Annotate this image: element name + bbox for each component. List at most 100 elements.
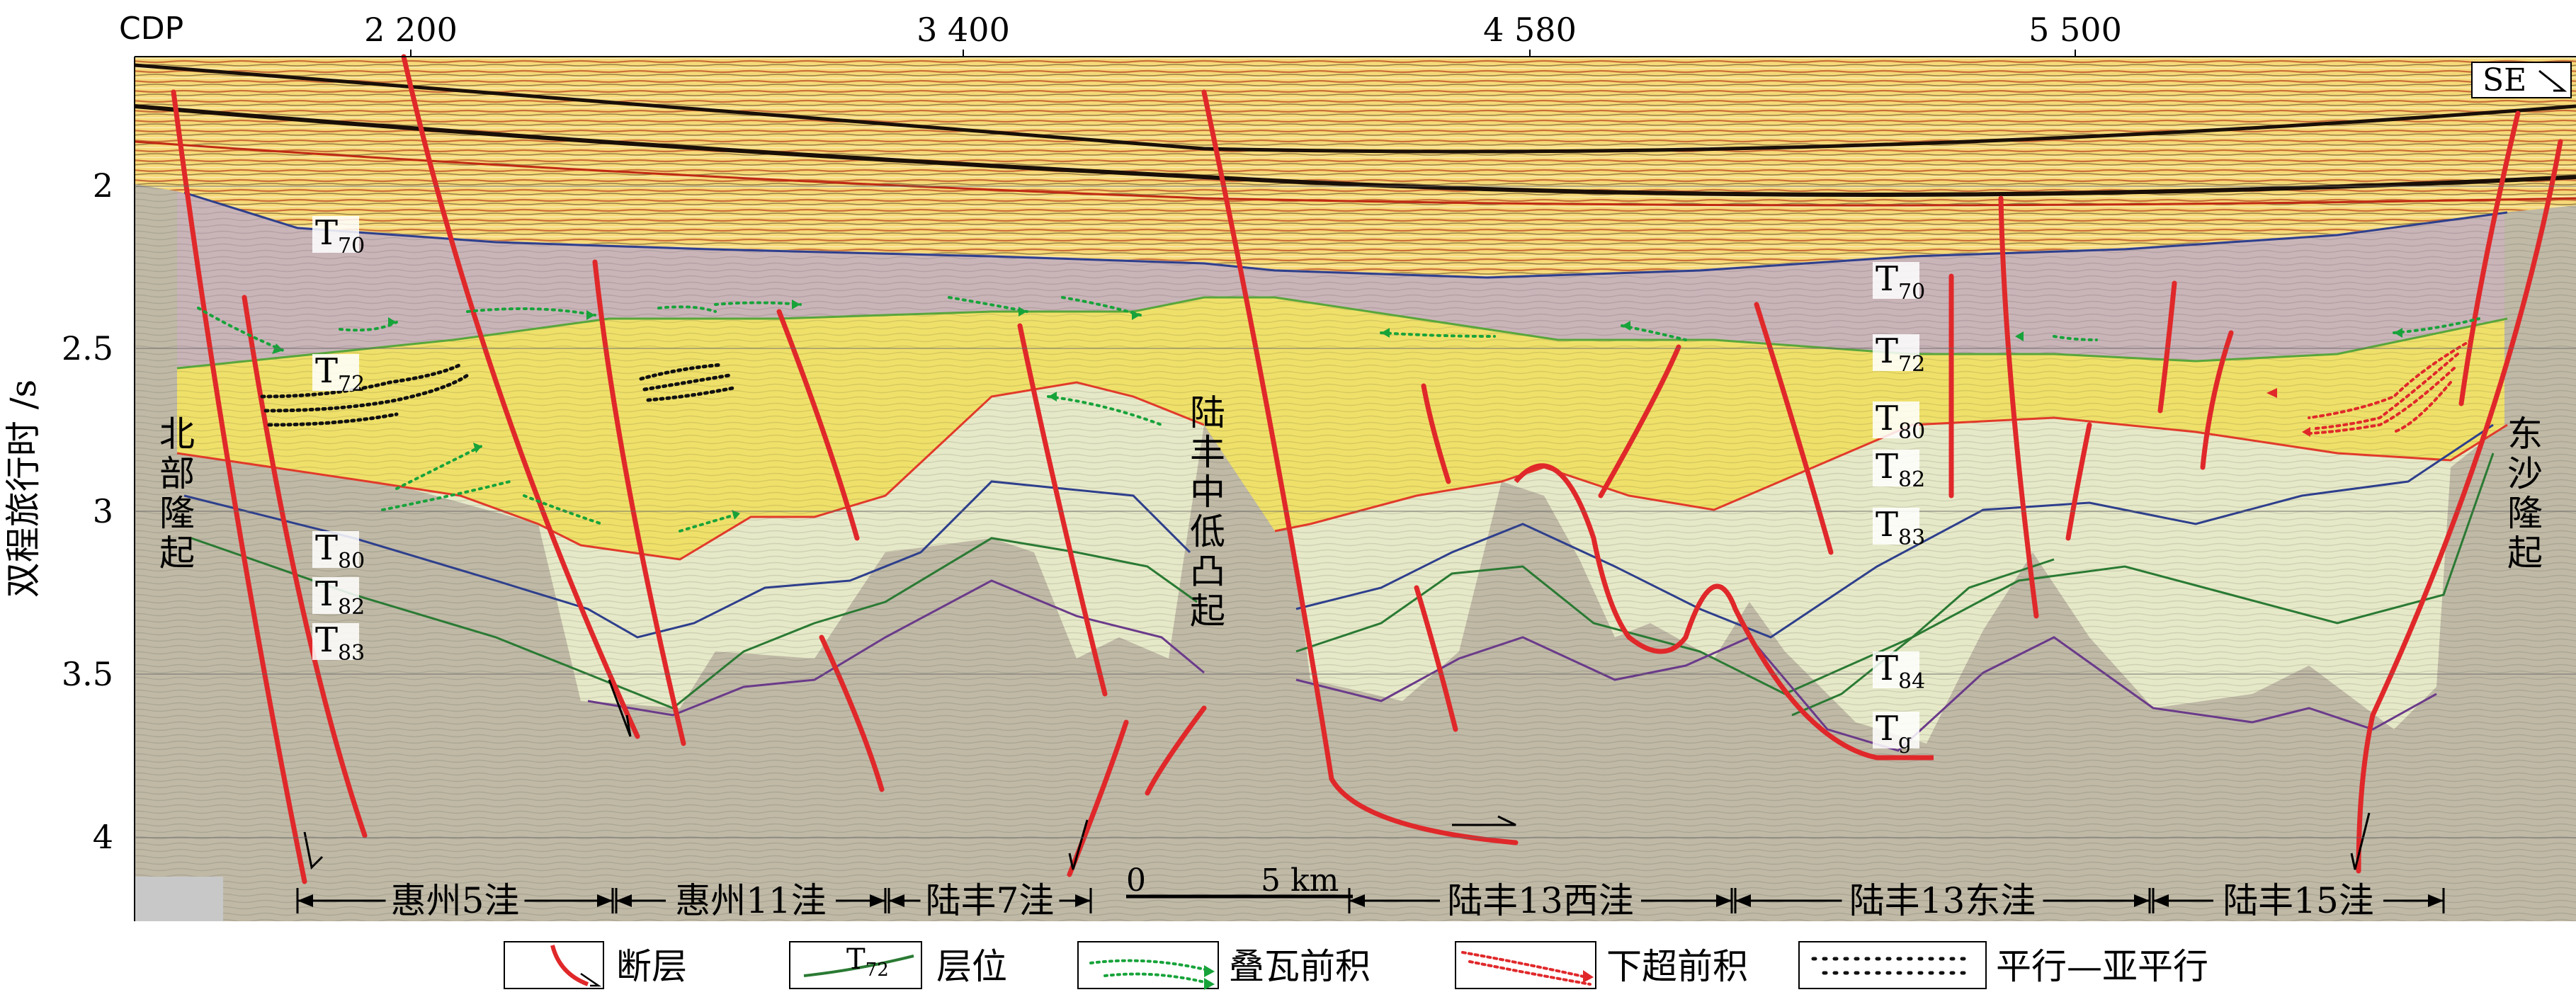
direction-indicator: SE (2471, 62, 2572, 98)
fault (1017, 323, 1108, 697)
downlap-progradation (2393, 381, 2452, 433)
arrowhead-icon (1075, 894, 1091, 907)
horizon-t70 (183, 191, 2508, 279)
fault (819, 634, 885, 792)
sag-label: 惠州5洼 (391, 880, 520, 921)
arrowhead-icon (2302, 427, 2310, 437)
arrowhead-icon (732, 510, 740, 520)
horizon-label-text: T70 (315, 213, 365, 258)
fault-arrow-icon (2350, 812, 2371, 870)
y-axis-title: 双程旅行时 /s (3, 380, 44, 598)
arrowhead-icon (297, 894, 313, 907)
downlap-progradations (2308, 338, 2473, 435)
sag-span: 惠州5洼 (296, 880, 614, 921)
fault-motion-arrows (303, 679, 2371, 870)
horizon-label-right-t82: T82 (1873, 447, 1925, 492)
fault (1998, 195, 2039, 619)
horizon-label-text: T84 (1876, 649, 1925, 694)
sag-span: 惠州11洼 (615, 880, 887, 921)
fault (1754, 302, 1834, 555)
arrowhead-icon (792, 300, 800, 309)
arrowhead-icon (473, 443, 482, 453)
horizon-label-text: T83 (1876, 505, 1925, 550)
y-tick-label: 4 (93, 818, 113, 856)
parallel-reflections (260, 363, 735, 427)
horizon-label-right-t70: T70 (1873, 259, 1925, 304)
fault (401, 54, 640, 739)
imbricate-progradation (197, 307, 285, 352)
arrowhead-icon (586, 310, 595, 320)
horizon-label-text: T80 (1876, 399, 1925, 444)
fault (242, 295, 368, 838)
arrowhead-icon (1349, 894, 1365, 907)
imbricate-progradation (657, 305, 717, 313)
scale-zero: 0 (1126, 862, 1146, 899)
legend-arrowhead-icon (1204, 978, 1215, 990)
horizon-label-text: Tg (1876, 709, 1912, 754)
legend-label: 层位 (936, 946, 1007, 987)
fault (2458, 110, 2521, 406)
uplift-labels: 北部隆起 陆丰中低凸起 东沙隆起 (159, 392, 2543, 632)
sag-span: 陆丰7洼 (887, 880, 1092, 921)
fault-arrow-icon (303, 831, 324, 870)
horizon-t72 (176, 296, 2508, 370)
arrowhead-icon (2015, 331, 2024, 341)
fault (2065, 422, 2092, 541)
cdp-tick-label: 3 400 (917, 11, 1010, 49)
uplift-label-east: 东沙隆起 (2507, 414, 2543, 574)
sag-spans: 惠州5洼 惠州11洼 陆丰7洼 陆丰13西洼 陆丰13东洼 陆丰15洼 (296, 880, 2445, 921)
arrowhead-icon (1132, 310, 1140, 320)
horizon-label-text: T72 (1876, 331, 1925, 377)
y-tick-label: 3 (93, 492, 113, 530)
fault (1421, 383, 1451, 484)
sag-label: 惠州11洼 (675, 880, 827, 921)
x-tick-marks (410, 50, 2076, 57)
horizon-t82 (183, 423, 2494, 639)
sag-label: 陆丰13东洼 (1849, 880, 2036, 921)
arrowhead-icon (2428, 894, 2444, 907)
downlap-progradation (2315, 353, 2459, 430)
imbricate-progradation (466, 307, 596, 317)
downlap-arrowheads (2266, 388, 2310, 437)
arrowhead-icon (2153, 894, 2169, 907)
fault-arrow-icon (608, 679, 632, 737)
legend-arrowhead-icon (1583, 970, 1594, 983)
imbricate-progradation (2393, 317, 2480, 334)
horizon-label-left-t82: T82 (312, 574, 365, 620)
horizon-label-text: T72 (315, 351, 365, 397)
arrowhead-icon (1622, 321, 1630, 331)
cdp-label: CDP (119, 11, 183, 47)
imbricate-progradation (2053, 335, 2098, 341)
parallel-reflection (639, 363, 725, 381)
legend-imbricate-symbol (1089, 959, 1209, 972)
arrowhead-icon (1735, 894, 1751, 907)
arrowhead-icon (2266, 388, 2277, 398)
fault-arrow-icon (1068, 819, 1089, 870)
cdp-tick-label: 2 200 (364, 11, 458, 49)
seismic-section (135, 57, 2576, 921)
horizon-label-text: T80 (315, 528, 365, 574)
legend-label: 下超前积 (1606, 946, 1748, 987)
horizon-label-right-t84: T84 (1873, 649, 1925, 694)
gridlines (135, 186, 2576, 838)
parallel-reflection (646, 386, 735, 402)
y-tick-labels: 2 2.5 3 3.5 4 (62, 166, 113, 856)
y-tick-label: 3.5 (62, 655, 113, 693)
imbricate-progradation (1047, 395, 1163, 426)
cdp-tick-label: 4 580 (1483, 11, 1577, 49)
arrowhead-icon (2394, 328, 2402, 338)
uplift-label-north: 北部隆起 (159, 414, 195, 574)
sag-span: 陆丰13西洼 (1348, 880, 1733, 921)
arrowhead-icon (889, 894, 904, 907)
arrowhead-icon (616, 894, 632, 907)
sag-label: 陆丰15洼 (2223, 880, 2374, 921)
fault (171, 89, 307, 884)
imbricate-progradation (381, 480, 511, 511)
sag-span: 陆丰15洼 (2152, 880, 2445, 921)
cdp-tick-label: 5 500 (2029, 11, 2122, 49)
downlap-progradation (2308, 367, 2456, 435)
horizon-label-left-t83: T83 (312, 620, 365, 666)
horizon-t80 (176, 381, 2508, 561)
